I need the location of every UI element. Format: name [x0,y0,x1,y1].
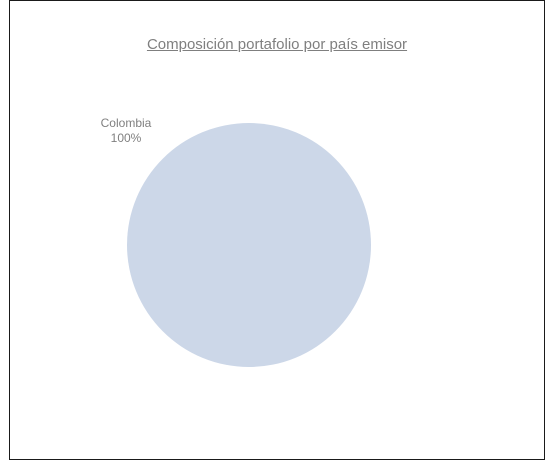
chart-title: Composición portafolio por país emisor [146,36,408,53]
slice-label-value: 100% [111,131,142,145]
pie-slice-colombia [127,123,371,367]
slice-label-category: Colombia [101,116,152,130]
